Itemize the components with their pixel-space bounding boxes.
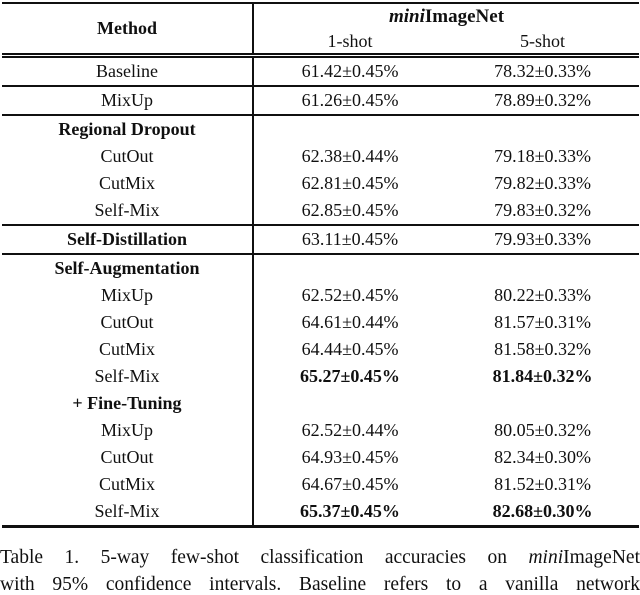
caption-line-1: Table 1. 5-way few-shot classification a… xyxy=(0,544,640,571)
one-shot-cell: 61.42±0.45% xyxy=(253,55,446,87)
table-row: Baseline 61.42±0.45% 78.32±0.33% xyxy=(2,55,640,87)
method-cell: Regional Dropout xyxy=(2,115,254,143)
caption-line1-pre: Table 1. 5-way few-shot classification a… xyxy=(0,547,529,568)
table-body: Baseline 61.42±0.45% 78.32±0.33% MixUp 6… xyxy=(2,55,640,527)
table-row: + Fine-Tuning xyxy=(2,390,639,417)
table-row: MixUp 62.52±0.45% 80.22±0.33% xyxy=(2,282,639,309)
five-shot-cell: 79.93±0.33% xyxy=(446,225,640,255)
table-row: Self-Distillation 63.11±0.45% 79.93±0.33… xyxy=(2,225,640,255)
caption-line1-post: ImageNet xyxy=(563,547,640,568)
method-cell: CutMix xyxy=(2,170,254,197)
header-row-shots: 1-shot 5-shot xyxy=(2,29,640,58)
one-shot-cell: 64.67±0.45% xyxy=(301,474,399,494)
col-header-5shot: 5-shot xyxy=(446,29,640,58)
col-header-method: Method xyxy=(2,3,254,58)
five-shot-cell: 78.89±0.32% xyxy=(446,86,640,116)
method-cell: MixUp xyxy=(2,86,254,116)
one-shot-cell: 64.93±0.45% xyxy=(301,447,399,467)
table-row: CutMix 64.67±0.45% 81.52±0.31% xyxy=(2,471,639,498)
one-shot-cell: 62.81±0.45% xyxy=(301,173,399,193)
five-shot-cell xyxy=(446,390,639,417)
method-cell: Self-Augmentation xyxy=(2,254,254,282)
five-shot-cell: 80.05±0.32% xyxy=(494,420,591,440)
table-row: MixUp 61.26±0.45% 78.89±0.32% xyxy=(2,86,640,116)
one-shot-cell: 62.38±0.44% xyxy=(301,146,399,166)
table-row: CutOut 64.61±0.44% 81.57±0.31% xyxy=(2,309,639,336)
one-shot-cell: 65.27±0.45% xyxy=(300,366,400,386)
dataset-name-italic-part: mini xyxy=(388,6,425,27)
table-row: Self-Mix 65.27±0.45% 81.84±0.32% xyxy=(2,363,639,390)
table-row: Self-Mix 65.37±0.45% 82.68±0.30% xyxy=(2,498,639,527)
method-cell: + Fine-Tuning xyxy=(2,390,254,417)
table-row: CutMix 62.81±0.45% 79.82±0.33% xyxy=(2,170,639,197)
one-shot-cell: 65.37±0.45% xyxy=(300,501,400,521)
five-shot-cell: 81.84±0.32% xyxy=(492,366,593,386)
method-cell: Self-Mix xyxy=(2,363,254,390)
method-cell: Self-Mix xyxy=(2,498,254,527)
method-cell: Self-Mix xyxy=(2,197,254,226)
five-shot-cell: 80.22±0.33% xyxy=(494,285,591,305)
one-shot-cell: 64.44±0.45% xyxy=(301,339,399,359)
five-shot-cell: 79.83±0.32% xyxy=(446,197,640,226)
table-row: Self-Mix 62.85±0.45% 79.83±0.32% xyxy=(2,197,640,226)
method-cell: CutOut xyxy=(2,309,254,336)
one-shot-cell: 61.26±0.45% xyxy=(253,86,446,116)
table-caption: Table 1. 5-way few-shot classification a… xyxy=(0,544,640,595)
method-cell: CutOut xyxy=(2,143,254,170)
table-row: CutMix 64.44±0.45% 81.58±0.32% xyxy=(2,336,639,363)
method-cell: CutMix xyxy=(2,336,254,363)
one-shot-cell: 62.52±0.45% xyxy=(301,285,399,305)
five-shot-cell: 81.57±0.31% xyxy=(494,312,591,332)
five-shot-cell xyxy=(446,254,639,282)
method-cell: MixUp xyxy=(2,282,254,309)
method-cell: Baseline xyxy=(2,55,254,87)
one-shot-cell: 62.52±0.44% xyxy=(301,420,399,440)
five-shot-cell xyxy=(446,115,639,143)
five-shot-cell: 78.32±0.33% xyxy=(446,55,640,87)
method-cell: CutOut xyxy=(2,444,254,471)
caption-line-2: with 95% confidence intervals. Baseline … xyxy=(0,574,640,595)
five-shot-cell: 81.58±0.32% xyxy=(494,339,591,359)
header-row-dataset: Method miniImageNet xyxy=(2,3,639,58)
one-shot-cell: 62.85±0.45% xyxy=(253,197,446,226)
col-header-1shot: 1-shot xyxy=(253,29,446,58)
table-row: Regional Dropout xyxy=(2,115,639,143)
five-shot-cell: 82.68±0.30% xyxy=(492,501,593,521)
five-shot-cell: 81.52±0.31% xyxy=(494,474,591,494)
one-shot-cell: 63.11±0.45% xyxy=(253,225,446,255)
one-shot-cell xyxy=(253,115,446,143)
method-cell: MixUp xyxy=(2,417,254,444)
table-row: CutOut 64.93±0.45% 82.34±0.30% xyxy=(2,444,639,471)
five-shot-cell: 79.18±0.33% xyxy=(494,146,591,166)
method-cell: CutMix xyxy=(2,471,254,498)
one-shot-cell xyxy=(253,254,446,282)
one-shot-cell xyxy=(253,390,446,417)
table-row: Self-Augmentation xyxy=(2,254,639,282)
dataset-name-bold-part: ImageNet xyxy=(424,6,505,27)
table-row: MixUp 62.52±0.44% 80.05±0.32% xyxy=(2,417,639,444)
results-table: Method miniImageNet 1-shot 5-shot Baseli… xyxy=(2,2,640,528)
method-cell: Self-Distillation xyxy=(2,225,254,255)
table-row: CutOut 62.38±0.44% 79.18±0.33% xyxy=(2,143,639,170)
one-shot-cell: 64.61±0.44% xyxy=(301,312,399,332)
caption-line1-italic: mini xyxy=(528,547,564,568)
five-shot-cell: 82.34±0.30% xyxy=(494,447,591,467)
five-shot-cell: 79.82±0.33% xyxy=(494,173,591,193)
col-header-dataset: miniImageNet xyxy=(253,3,639,29)
